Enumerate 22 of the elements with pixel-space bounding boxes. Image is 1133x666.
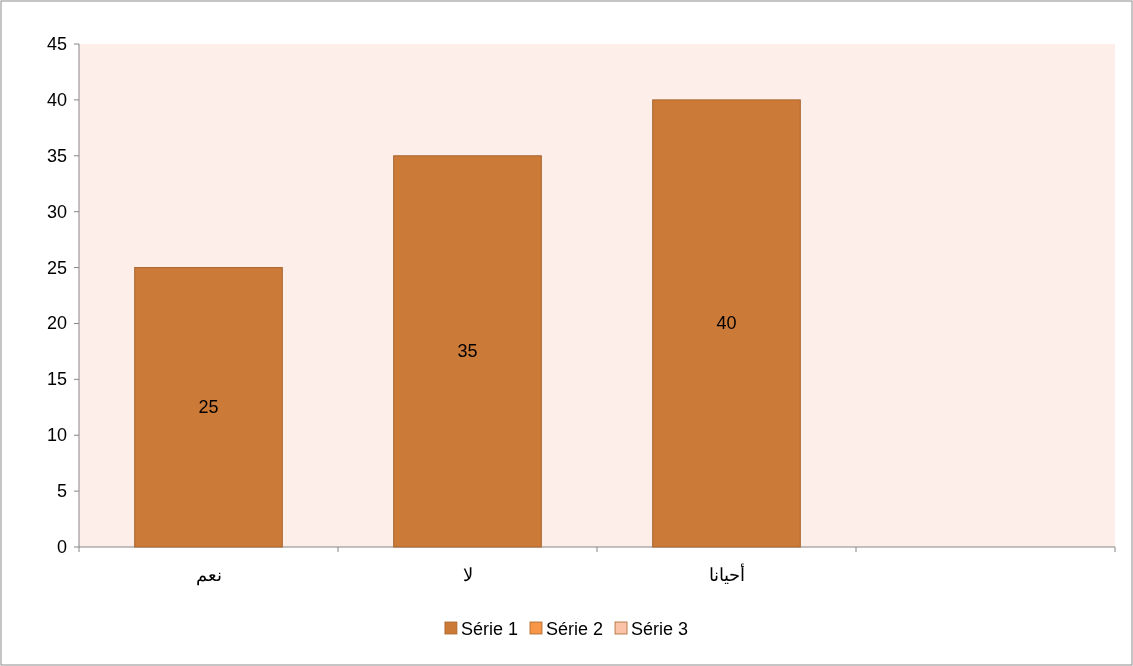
y-tick-label: 5: [56, 481, 67, 502]
x-tick-label: لا: [462, 565, 473, 585]
y-tick-label: 45: [46, 34, 67, 54]
x-tick-label: أحيانا: [708, 563, 745, 585]
y-tick-label: 0: [56, 537, 67, 557]
y-tick-label: 10: [46, 425, 67, 446]
bar: [393, 155, 542, 548]
bar: [652, 99, 801, 548]
y-tick-label: 35: [46, 145, 67, 166]
data-label: 35: [457, 341, 478, 362]
data-label: 25: [198, 397, 219, 418]
data-label: 40: [716, 313, 737, 334]
y-tick-label: 30: [46, 201, 67, 222]
y-tick-label: 20: [46, 313, 67, 334]
y-tick-label: 40: [46, 89, 67, 110]
legend-label: Série 3: [631, 619, 689, 639]
legend-label: Série 2: [545, 619, 604, 639]
legend-label: Série 1: [460, 619, 518, 639]
bar: [134, 267, 283, 548]
y-tick-label: 15: [46, 369, 67, 390]
y-tick-label: 25: [46, 257, 67, 278]
x-tick-label: نعم: [195, 565, 222, 586]
